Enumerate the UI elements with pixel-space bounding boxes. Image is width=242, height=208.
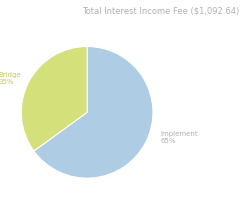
Wedge shape (21, 47, 87, 151)
Text: Total Interest Income Fee ($1,092.64): Total Interest Income Fee ($1,092.64) (82, 6, 240, 15)
Text: Bridge
35%: Bridge 35% (0, 72, 21, 85)
Text: Implement
65%: Implement 65% (161, 131, 198, 144)
Wedge shape (34, 47, 153, 178)
